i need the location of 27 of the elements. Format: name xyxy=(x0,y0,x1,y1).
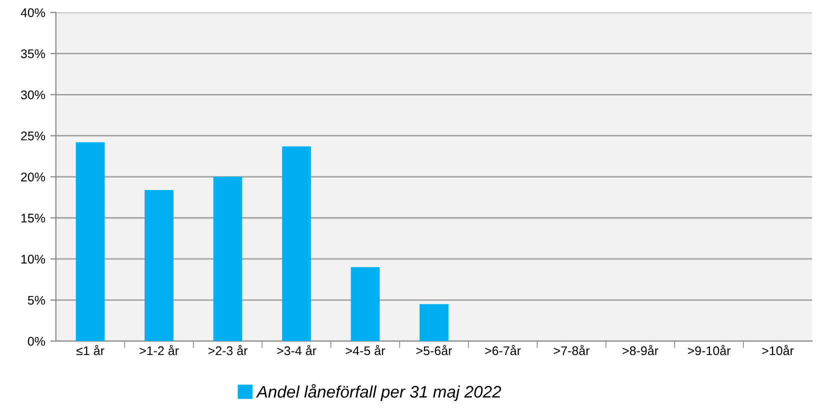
bar xyxy=(420,304,448,342)
y-tick-label: 15% xyxy=(21,214,46,223)
legend-label: Andel låneförfall per 31 maj 2022 xyxy=(256,384,502,401)
bar xyxy=(282,146,311,342)
y-tick-label: 5% xyxy=(28,296,46,305)
x-tick-label: >6-7år xyxy=(485,344,521,356)
x-tick-label: >7-8år xyxy=(554,344,590,356)
bar xyxy=(350,267,380,342)
bar xyxy=(144,190,174,342)
x-tick-label: ≤1 år xyxy=(76,344,104,356)
x-tick-label: >5-6år xyxy=(416,344,452,356)
x-tick-label: >2-3 år xyxy=(208,344,248,356)
bar xyxy=(213,176,242,342)
bar xyxy=(76,142,105,342)
y-tick-label: 10% xyxy=(21,254,46,264)
x-tick-label: >9-10år xyxy=(688,344,731,356)
x-tick-label: >3-4 år xyxy=(277,344,316,356)
y-tick-label: 20% xyxy=(21,172,46,182)
y-tick-label: 25% xyxy=(21,132,46,140)
x-tick-label: >1-2 år xyxy=(140,344,179,356)
x-tick-label: >8-9år xyxy=(622,344,658,356)
y-tick-label: 30% xyxy=(20,90,46,100)
y-tick-label: 0% xyxy=(28,336,46,346)
y-tick-label: 35% xyxy=(20,49,46,58)
y-tick-label: 40% xyxy=(20,8,46,18)
x-tick-label: >10år xyxy=(762,344,794,356)
x-tick-label: >4-5 år xyxy=(346,344,386,356)
